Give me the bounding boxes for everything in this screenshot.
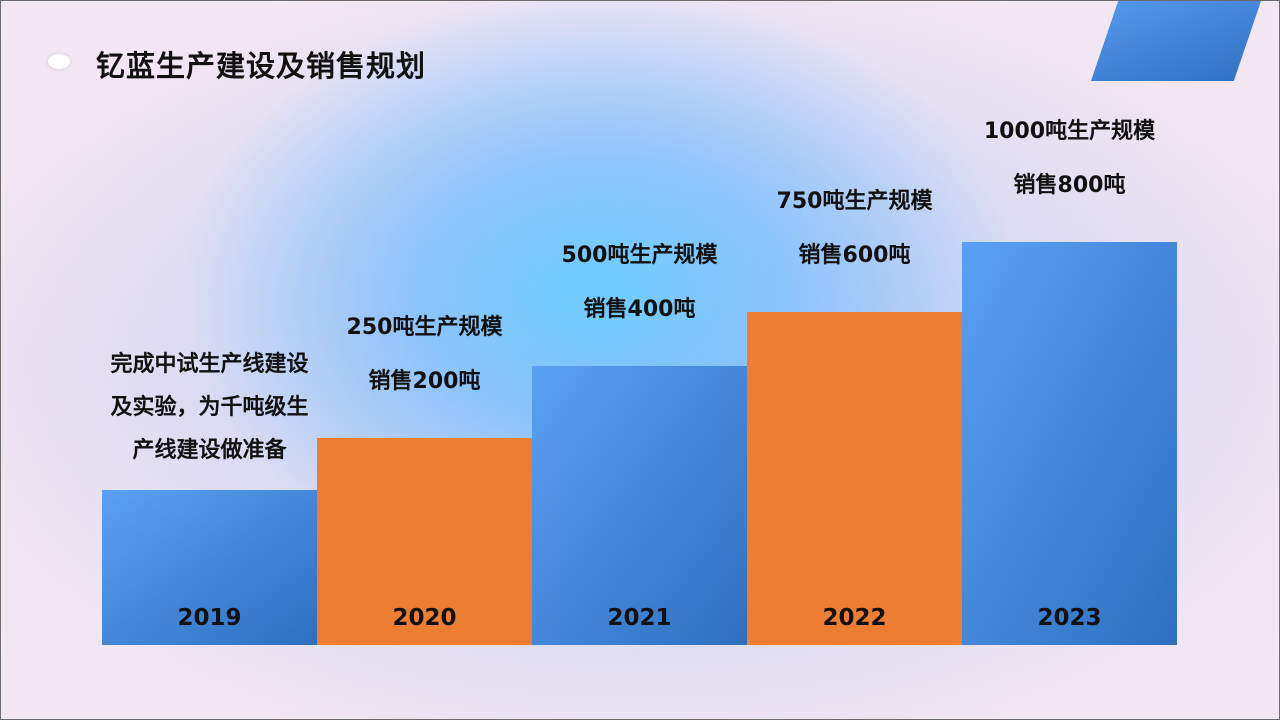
bar-2023 [962,242,1177,645]
corner-parallelogram-decoration [1091,1,1261,81]
category-label-2021: 2021 [607,605,671,631]
annotation-2023-line-2: 销售800吨 [1014,172,1126,198]
annotation-2023-line-1: 1000吨生产规模 [984,119,1156,144]
category-label-2020: 2020 [392,605,456,631]
category-label-2023: 2023 [1037,605,1101,631]
annotation-2019-line-3: 产线建设做准备 [132,437,287,463]
bar-2020 [317,438,532,645]
annotation-2021-line-1: 500吨生产规模 [562,243,719,268]
bar-2021 [532,366,747,645]
annotation-2022-line-1: 750吨生产规模 [777,189,934,214]
page-title: 钇蓝生产建设及销售规划 [96,49,427,83]
annotation-2021-line-2: 销售400吨 [584,296,696,322]
annotation-2020-line-1: 250吨生产规模 [347,315,504,340]
bar-2019 [102,490,317,645]
annotation-2022-line-2: 销售600吨 [799,242,911,268]
bullet-dot-icon [48,54,70,69]
category-label-2019: 2019 [177,605,241,631]
category-label-2022: 2022 [822,605,886,631]
annotation-2020-line-2: 销售200吨 [369,368,481,394]
annotation-2019-line-2: 及实验，为千吨级生 [110,394,308,420]
bar-2022 [747,312,962,645]
annotation-2019-line-1: 完成中试生产线建设 [110,351,308,377]
